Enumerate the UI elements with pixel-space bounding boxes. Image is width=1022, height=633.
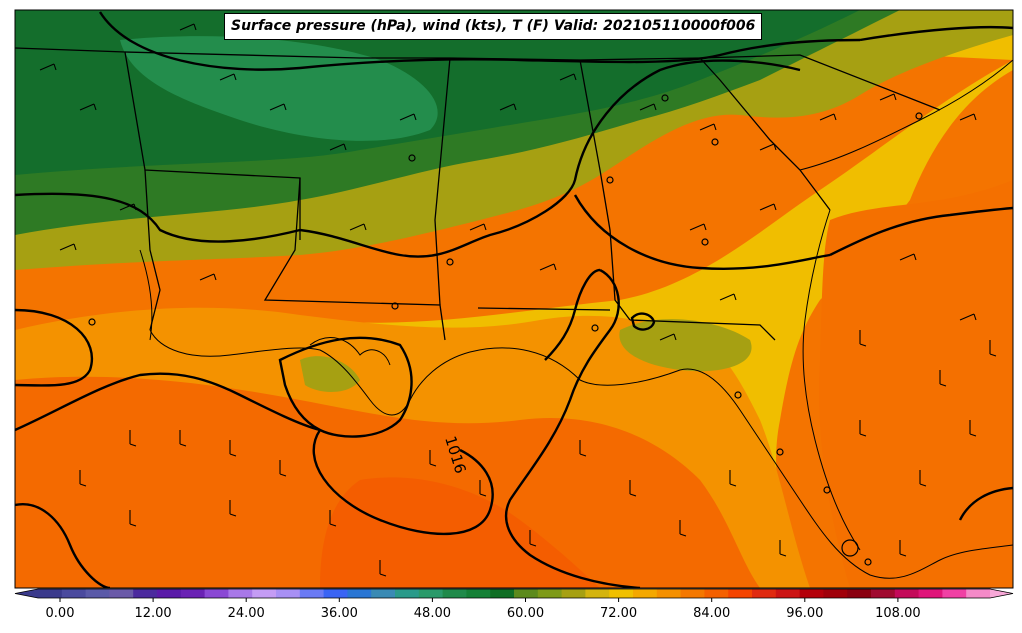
map-panel [15,10,1013,588]
colorbar-swatch [537,589,563,598]
colorbar-swatch [347,589,372,598]
colorbar-swatch [252,589,277,598]
colorbar-swatch [847,589,872,598]
colorbar-tick-label: 24.00 [227,606,265,621]
temperature-band-atlantic [819,180,1013,588]
colorbar-swatch [752,589,777,598]
colorbar-swatch [942,589,967,598]
colorbar-swatch [656,589,682,598]
colorbar-under-arrow [15,589,38,598]
colorbar-tick-label: 0.00 [45,606,75,621]
colorbar-swatch [276,589,301,598]
colorbar-swatch [728,589,753,598]
colorbar-swatch [157,589,182,598]
colorbar-swatch [490,589,515,598]
colorbar-swatch [371,589,396,598]
temperature-patch-marsh [300,356,360,392]
colorbar-swatch [585,589,610,598]
colorbar-tick-label: 84.00 [693,606,731,621]
colorbar-swatch [85,589,110,598]
colorbar-outline [14,588,1014,599]
colorbar-swatch [704,589,729,598]
calm-wind-markers [88,94,923,566]
state-borders [15,47,941,341]
isobars [15,11,1013,588]
temperature-patch-inland [619,319,752,372]
colorbar-tick-label: 108.00 [875,606,921,621]
colorbar-tick-label: 60.00 [506,606,545,621]
colorbar-swatch [514,589,539,598]
colorbar-swatch [180,589,206,598]
colorbar-swatch [871,589,896,598]
colorbar-swatch [323,589,348,598]
colorbar-swatch [823,589,848,598]
colorbar-swatch [299,589,325,598]
coastline [139,59,1013,579]
wind-barbs [39,23,997,577]
colorbar-swatch [109,589,134,598]
colorbar-swatch [204,589,229,598]
colorbar-swatch [966,589,991,598]
colorbar-tick-label: 96.00 [786,606,824,621]
colorbar-tick-label: 36.00 [320,606,358,621]
colorbar-swatch [633,589,658,598]
colorbar-over-arrow [990,589,1013,598]
colorbar-swatch [418,589,444,598]
colorbar-swatch [61,589,87,598]
colorbar-swatch [442,589,467,598]
colorbar-swatch [680,589,705,598]
colorbar-swatch [133,589,158,598]
colorbar-swatch [775,589,801,598]
colorbar-tick-label: 48.00 [413,606,451,621]
colorbar-tick-label: 12.00 [134,606,172,621]
colorbar-swatch [799,589,824,598]
map-title: Surface pressure (hPa), wind (kts), T (F… [224,13,763,40]
colorbar-swatch [228,589,253,598]
colorbar-swatch [466,589,491,598]
colorbar-tick-label: 72.00 [599,606,638,621]
colorbar-swatch [609,589,634,598]
colorbar-swatch [38,589,63,598]
map-frame [14,9,1014,589]
colorbar [14,588,1014,602]
colorbar-swatch [395,589,420,598]
colorbar-swatch [918,589,943,598]
colorbar-swatch [561,589,586,598]
colorbar-swatch [894,589,920,598]
